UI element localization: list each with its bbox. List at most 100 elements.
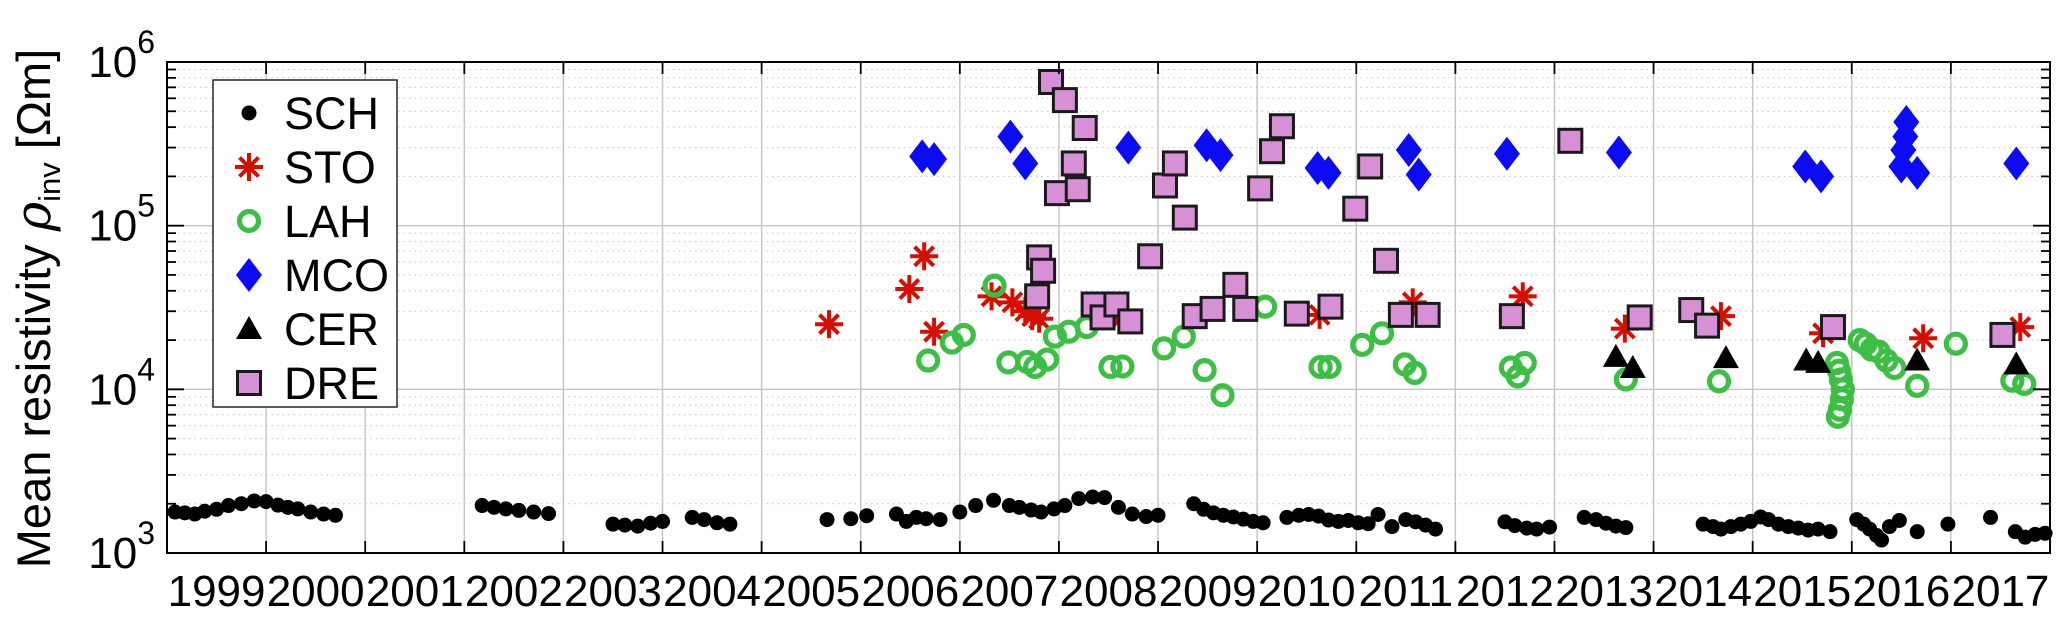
y-tick-label: 106 (88, 24, 155, 87)
point-DRE (1199, 295, 1226, 322)
point-SCH (1618, 520, 1634, 536)
point-LAH (1402, 360, 1427, 386)
point-SCH (722, 516, 738, 532)
point-CER (1904, 347, 1931, 371)
point-LAH (1882, 355, 1907, 381)
y-tick-label: 103 (88, 515, 155, 578)
rho-symbol: ρ (4, 201, 62, 232)
point-STO (998, 288, 1027, 317)
point-DRE (1268, 113, 1295, 140)
axis-ticks (167, 62, 2050, 553)
point-SCH (474, 498, 490, 514)
point-SCH (819, 512, 835, 528)
point-STO (815, 310, 844, 339)
point-DRE (1342, 195, 1369, 222)
point-SCH (1011, 499, 1027, 515)
point-STO (910, 242, 939, 271)
point-LAH (1350, 332, 1375, 357)
point-MCO (1808, 159, 1835, 194)
point-SCH (233, 496, 249, 512)
x-tick-label: 2017 (1952, 567, 2050, 616)
x-tick-label: 2010 (1258, 567, 1356, 616)
x-tick-label: 2011 (1359, 567, 1454, 616)
y-tick-label: 104 (88, 351, 155, 414)
point-LAH (982, 273, 1007, 298)
point-SCH (605, 516, 621, 532)
point-LAH (1110, 354, 1135, 379)
point-SCH (1097, 490, 1113, 506)
series-DRE (1024, 68, 2016, 348)
point-SCH (511, 502, 527, 518)
point-DRE (1283, 300, 1310, 327)
point-SCH (1138, 509, 1154, 525)
point-DRE (1357, 153, 1384, 180)
legend-marker-SCH (241, 105, 257, 121)
legend-item-MCO: MCO (236, 250, 389, 301)
point-DRE (1626, 304, 1653, 331)
point-DRE (1151, 172, 1178, 199)
point-LAH (1825, 404, 1851, 429)
point-LAH (1042, 324, 1068, 349)
point-DRE (1030, 257, 1057, 284)
legend-item-DRE: DRE (236, 358, 379, 409)
point-MCO (997, 119, 1024, 154)
point-SCH (932, 512, 948, 528)
point-SCH (1071, 491, 1087, 507)
legend-label: MCO (284, 250, 389, 301)
asterisk-stroke (1912, 327, 1935, 350)
point-SCH (486, 499, 502, 515)
x-tick-label: 2015 (1753, 567, 1851, 616)
point-SCH (630, 518, 646, 534)
x-tick-label: 2002 (465, 567, 563, 616)
legend-label: LAH (284, 196, 372, 247)
point-DRE (1694, 312, 1721, 339)
point-SCH (290, 501, 306, 517)
point-SCH (1057, 498, 1073, 514)
point-SCH (1360, 516, 1376, 532)
point-MCO (2003, 146, 2030, 181)
point-DRE (1372, 247, 1399, 274)
point-LAH (916, 348, 941, 373)
asterisk-stroke (238, 156, 260, 178)
point-CER (1602, 343, 1629, 367)
point-DRE (1232, 295, 1259, 322)
x-tick-label: 2000 (267, 567, 365, 616)
point-SCH (684, 509, 700, 525)
point-SCH (1110, 499, 1126, 515)
point-SCH (1983, 509, 1999, 525)
point-LAH (1192, 358, 1217, 383)
x-tick-label: 2005 (762, 567, 860, 616)
point-MCO (1493, 136, 1520, 171)
legend-marker-CER (236, 316, 262, 339)
y-axis-label: Mean resistivity ρinv [Ωm] (2, 0, 67, 617)
legend-marker-MCO (236, 258, 262, 292)
point-SCH (1124, 506, 1140, 522)
legend-label: SCH (284, 88, 379, 139)
point-MCO (1904, 155, 1931, 190)
point-MCO (1395, 132, 1422, 167)
point-SCH (1874, 532, 1890, 548)
y-tick-labels: 103 104 105 106 (88, 24, 155, 578)
legend-item-STO: STO (235, 142, 376, 193)
point-MCO (1893, 104, 1920, 139)
point-SCH (1891, 512, 1907, 528)
point-SCH (655, 513, 671, 529)
point-DRE (1024, 283, 1051, 310)
point-LAH (1308, 354, 1333, 380)
point-DRE (1071, 115, 1098, 142)
point-DRE (1117, 308, 1144, 335)
point-SCH (303, 504, 319, 520)
point-CER (1805, 349, 1832, 373)
point-MCO (1405, 157, 1432, 192)
point-DRE (1222, 271, 1249, 298)
x-tick-label: 2003 (564, 567, 662, 616)
point-DRE (1060, 150, 1087, 177)
legend-label: DRE (284, 358, 379, 409)
point-SCH (258, 494, 274, 510)
rho-subscript: inv (32, 162, 67, 202)
point-SCH (1428, 521, 1444, 537)
point-MCO (1115, 130, 1142, 165)
x-tick-label: 2014 (1654, 567, 1752, 616)
